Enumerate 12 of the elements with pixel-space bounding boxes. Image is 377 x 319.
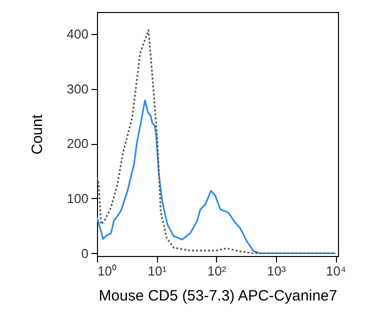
x-tick-label: 10⁰: [98, 264, 117, 278]
x-axis-title: Mouse CD5 (53-7.3) APC-Cyanine7: [98, 288, 338, 304]
x-tick-label: 10²: [207, 264, 227, 278]
y-tick-label: 100: [66, 190, 88, 206]
x-tick-label: 10⁴: [326, 264, 346, 278]
y-tick-label: 200: [66, 136, 88, 152]
y-tick-label: 300: [66, 81, 88, 96]
x-tick-label: 10³: [267, 264, 286, 278]
x-tick-label: 10¹: [148, 264, 168, 278]
y-tick-label: 400: [66, 26, 88, 42]
y-tick-label: 0: [81, 246, 88, 261]
y-axis-title: Count: [28, 114, 46, 155]
